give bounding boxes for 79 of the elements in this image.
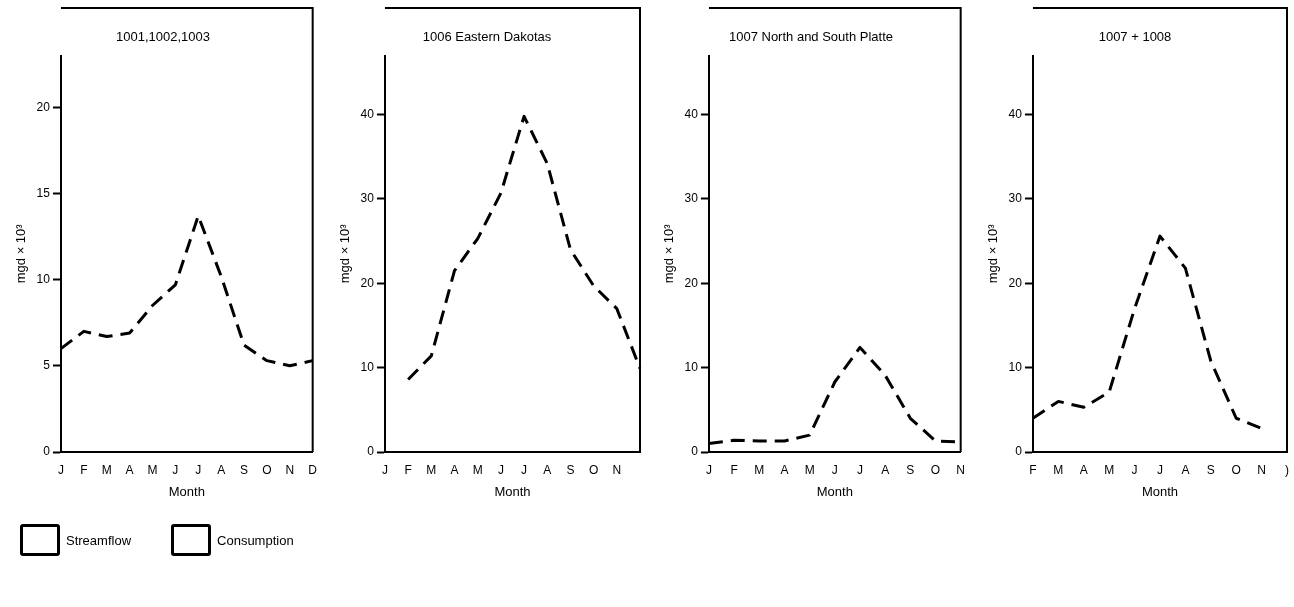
y-tick-label: 40	[684, 106, 699, 121]
x-axis-title: Month	[816, 483, 853, 499]
x-tick-label: S	[566, 462, 575, 477]
x-tick-label: S	[906, 462, 915, 477]
y-tick-label: 10	[1008, 359, 1023, 374]
y-axis-title: mgd × 10³	[661, 223, 677, 284]
y-tick-label: 0	[43, 444, 51, 459]
x-tick-label: M	[426, 462, 437, 477]
x-tick-label: O	[930, 462, 941, 477]
x-tick-label: M	[472, 462, 483, 477]
y-tick-label: 10	[360, 359, 375, 374]
x-tick-label: J	[57, 462, 64, 477]
x-tick-label: M	[754, 462, 765, 477]
x-tick-label: M	[1053, 462, 1064, 477]
chart-title: 1006 Eastern Dakotas	[422, 29, 552, 45]
x-tick-label: N	[612, 462, 622, 477]
chart-title: 1007 North and South Platte	[728, 29, 894, 45]
y-axis-title: mgd × 10³	[337, 223, 353, 284]
x-tick-label: M	[804, 462, 815, 477]
x-axis-title: Month	[168, 483, 205, 499]
y-tick-label: 5	[43, 358, 51, 373]
x-tick-label: O	[1231, 462, 1241, 477]
y-tick-label: 30	[360, 191, 375, 206]
x-axis-title: Month	[494, 483, 531, 499]
x-tick-label: )	[1285, 462, 1289, 477]
x-tick-label: S	[240, 462, 249, 477]
x-tick-label: J	[856, 462, 863, 477]
x-axis-title: Month	[1141, 483, 1179, 499]
x-tick-label: F	[80, 462, 88, 477]
x-tick-label: N	[1257, 462, 1266, 477]
chart-title: 1001,1002,1003	[116, 29, 210, 45]
x-tick-label: F	[404, 462, 412, 477]
y-tick-label: 40	[360, 106, 375, 121]
x-tick-label: A	[1181, 462, 1190, 477]
x-tick-label: F	[1029, 462, 1037, 477]
x-tick-label: A	[217, 462, 226, 477]
x-tick-label: D	[308, 462, 318, 477]
x-tick-label: M	[147, 462, 158, 477]
x-tick-label: M	[1104, 462, 1115, 477]
x-tick-label: J	[831, 462, 838, 477]
x-tick-label: A	[881, 462, 890, 477]
x-tick-label: J	[381, 462, 388, 477]
x-tick-label: N	[285, 462, 295, 477]
x-tick-label: J	[195, 462, 202, 477]
y-axis-title: mgd × 10³	[985, 223, 1001, 284]
x-tick-label: A	[450, 462, 459, 477]
x-tick-label: J	[497, 462, 504, 477]
x-tick-label: M	[101, 462, 112, 477]
x-tick-label: J	[705, 462, 712, 477]
y-tick-label: 30	[684, 191, 699, 206]
y-tick-label: 20	[684, 275, 699, 290]
x-tick-label: S	[1206, 462, 1215, 477]
x-tick-label: A	[780, 462, 789, 477]
x-tick-label: O	[262, 462, 272, 477]
x-tick-label: J	[521, 462, 528, 477]
x-tick-label: N	[956, 462, 965, 477]
chart-title: 1007 + 1008	[1098, 29, 1172, 45]
y-tick-label: 0	[691, 444, 699, 459]
x-tick-label: A	[125, 462, 134, 477]
x-tick-label: J	[1156, 462, 1163, 477]
y-tick-label: 20	[360, 275, 375, 290]
x-tick-label: J	[172, 462, 179, 477]
y-tick-label: 20	[1008, 275, 1023, 290]
y-tick-label: 10	[36, 271, 51, 286]
y-tick-label: 0	[367, 444, 375, 459]
y-tick-label: 15	[36, 185, 51, 200]
x-tick-label: J	[1131, 462, 1138, 477]
y-axis-title: mgd × 10³	[13, 223, 29, 284]
y-tick-label: 0	[1015, 444, 1023, 459]
text: Streamflow	[66, 532, 132, 548]
y-tick-label: 30	[1008, 191, 1023, 206]
x-tick-label: F	[730, 462, 738, 477]
y-tick-label: 40	[1008, 106, 1023, 121]
text: Consumption	[217, 532, 294, 548]
x-tick-label: A	[1079, 462, 1088, 477]
x-tick-label: O	[588, 462, 599, 477]
y-tick-label: 10	[684, 359, 699, 374]
x-tick-label: A	[543, 462, 552, 477]
y-tick-label: 20	[36, 99, 51, 114]
